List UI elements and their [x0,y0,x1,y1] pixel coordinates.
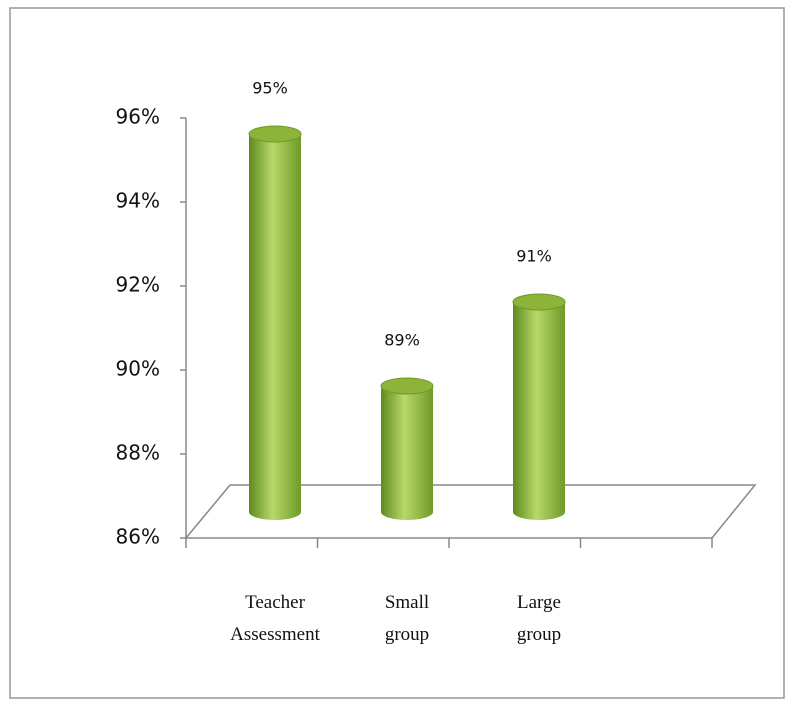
x-tick-label: Large group [516,592,562,645]
bar-part [248,125,302,143]
bar-part [381,386,433,520]
x-tick-label: Small group [384,592,430,645]
bar [380,377,434,520]
y-tick-label: 90% [116,357,160,381]
value-label: 89% [384,331,420,350]
value-label: 91% [516,247,552,266]
bar [248,125,302,520]
bar [512,293,566,520]
value-label: 95% [252,79,288,98]
y-tick-label: 96% [116,105,160,129]
y-tick-label: 88% [116,441,160,465]
frame [9,7,785,699]
floor [184,484,757,539]
bar-part [249,134,301,520]
y-tick-label: 86% [116,525,160,549]
bar-part [513,302,565,520]
bar-part [512,293,566,311]
x-tick-label: Teacher Assessment [230,592,320,645]
y-tick-label: 92% [116,273,160,297]
y-tick-label: 94% [116,189,160,213]
bar-part [380,377,434,395]
